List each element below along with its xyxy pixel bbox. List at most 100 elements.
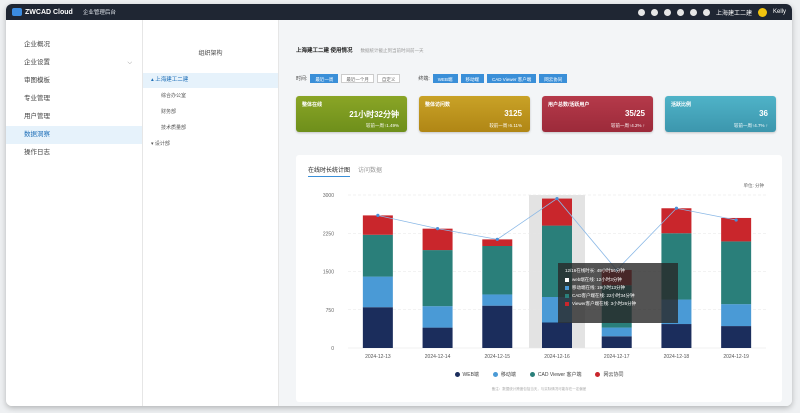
tooltip-row: 移动端在线: 19小时13分钟: [565, 284, 671, 292]
legend-label: 网云协同: [603, 371, 623, 378]
cloud-icon[interactable]: [677, 9, 684, 16]
terminal-filter-label: 终端:: [418, 75, 429, 82]
legend-dot: [493, 372, 498, 377]
logo-mark-icon: [12, 8, 22, 16]
sidebar-item-templates[interactable]: 审图模板: [6, 72, 142, 90]
help-icon[interactable]: [651, 9, 658, 16]
org-name[interactable]: 上海建工二建: [716, 8, 752, 17]
tooltip-row: web端在线: 12小时3分钟: [565, 276, 671, 284]
terminal-chip-cad-viewer[interactable]: CAD Viewer 客户端: [487, 74, 536, 83]
stat-card-value: 3125: [504, 109, 522, 118]
stat-card-sub: 较前一周↑6.11%: [489, 123, 522, 129]
org-tree-item[interactable]: 财务部: [143, 104, 278, 120]
sidebar-item-users[interactable]: 用户管理: [6, 108, 142, 126]
legend-item[interactable]: 移动端: [493, 371, 516, 378]
bar-segment: [363, 277, 393, 308]
org-tree-item-collapsed[interactable]: ▾ 设计部: [143, 136, 278, 152]
top-icons: 上海建工二建 Kelly: [638, 4, 786, 20]
bar-segment: [542, 199, 572, 226]
bar-segment: [661, 208, 691, 233]
bar-segment: [363, 215, 393, 234]
stat-card-sub: 较前一周↑4.2% ↑: [611, 123, 645, 129]
stat-card-value: 36: [759, 109, 768, 118]
stat-card-title: 整体访问数: [425, 101, 450, 108]
legend-dot: [455, 372, 460, 377]
legend-label: 移动端: [501, 371, 516, 378]
org-item-label: 设计部: [155, 141, 170, 147]
tooltip-title: 12/16在线时长: 49小时56分钟: [565, 268, 671, 274]
bar-segment: [363, 307, 393, 348]
legend-label: CAD Viewer 客户端: [538, 371, 582, 378]
tooltip-row-label: 移动端在线: 19小时13分钟: [572, 285, 625, 291]
org-tree-root[interactable]: ▴ 上海建工二建: [143, 73, 278, 88]
sidebar-item-majors[interactable]: 专业管理: [6, 90, 142, 108]
x-tick-label: 2024-12-13: [365, 354, 391, 360]
y-tick-label: 3000: [323, 193, 334, 199]
x-tick-label: 2024-12-15: [484, 354, 510, 360]
x-tick-label: 2024-12-19: [723, 354, 749, 360]
line-point: [675, 207, 678, 210]
legend-item[interactable]: 网云协同: [595, 371, 623, 378]
legend-item[interactable]: WEB端: [455, 371, 479, 378]
terminal-chip-collab[interactable]: 网云协同: [539, 74, 567, 83]
y-tick-label: 0: [331, 346, 334, 352]
legend-dot: [595, 372, 600, 377]
stat-card-sub: 较前一周↑1.49%: [366, 123, 399, 129]
y-tick-label: 2250: [323, 231, 334, 237]
x-tick-label: 2024-12-18: [664, 354, 690, 360]
chart-legend: WEB端 移动端 CAD Viewer 客户端 网云协同: [296, 371, 782, 378]
stat-cards: 整体在线 21小时32分钟 较前一周↑1.49% 整体访问数 3125 较前一周…: [296, 96, 776, 132]
sidebar-item-logs[interactable]: 操作日志: [6, 144, 142, 162]
stat-card-sub: 较前一周↑4.7% ↑: [734, 123, 768, 129]
sidebar-item-label: 审图模板: [24, 77, 50, 84]
sidebar-item-label: 专业管理: [24, 95, 50, 102]
time-chip-month[interactable]: 最近一个月: [341, 74, 374, 83]
legend-item[interactable]: CAD Viewer 客户端: [530, 371, 582, 378]
line-point: [555, 197, 558, 200]
stat-card-title: 用户总数/活跃用户: [548, 101, 589, 108]
stat-card-title: 整体在线: [302, 101, 322, 108]
settings-icon[interactable]: [638, 9, 645, 16]
time-chip-custom[interactable]: 自定义: [377, 74, 401, 83]
bar-segment: [602, 336, 632, 348]
sidebar-item-overview[interactable]: 企业概况: [6, 36, 142, 54]
logo-text: ZWCAD Cloud: [25, 9, 73, 16]
bar-segment: [542, 323, 572, 349]
sidebar-item-label: 企业设置: [24, 59, 50, 66]
bar-segment: [721, 326, 751, 348]
org-tree-item[interactable]: 综合办公室: [143, 88, 278, 104]
package-icon[interactable]: [690, 9, 697, 16]
x-tick-label: 2024-12-17: [604, 354, 630, 360]
sidebar-item-insights[interactable]: 数据洞察: [6, 126, 142, 144]
user-name[interactable]: Kelly: [773, 9, 786, 15]
sidebar-item-settings[interactable]: 企业设置 ⌵: [6, 54, 142, 72]
tooltip-row-label: Viewer客户端在线: 3小时26分钟: [572, 301, 636, 307]
filter-bar: 时间: 最近一周 最近一个月 自定义 终端: WEB端 移动端 CAD View…: [296, 74, 567, 83]
sidebar-item-label: 用户管理: [24, 113, 50, 120]
avatar[interactable]: [758, 8, 767, 17]
top-bar: ZWCAD Cloud 企业管理后台 上海建工二建 Kelly: [6, 4, 792, 20]
legend-label: WEB端: [463, 371, 479, 378]
line-point: [496, 238, 499, 241]
app-logo[interactable]: ZWCAD Cloud: [12, 8, 73, 16]
tooltip-dot: [565, 294, 569, 298]
bar-segment: [482, 294, 512, 305]
stat-card-visits: 整体访问数 3125 较前一周↑6.11%: [419, 96, 530, 132]
terminal-chip-mobile[interactable]: 移动端: [461, 74, 485, 83]
bar-segment: [363, 235, 393, 277]
stat-card-title: 活跃比例: [671, 101, 691, 108]
org-tree-item[interactable]: 技术质量部: [143, 120, 278, 136]
bar-segment: [423, 229, 453, 250]
line-point: [735, 218, 738, 221]
tooltip-row-label: CAD客户端在线: 22小时34分钟: [572, 293, 635, 299]
line-point: [376, 214, 379, 217]
bar-segment: [423, 250, 453, 306]
terminal-chip-web[interactable]: WEB端: [433, 74, 458, 83]
app-title: 企业管理后台: [83, 8, 116, 16]
time-filter-label: 时间:: [296, 75, 307, 82]
y-tick-label: 750: [326, 308, 335, 314]
chart-tooltip: 12/16在线时长: 49小时56分钟 web端在线: 12小时3分钟 移动端在…: [558, 263, 678, 323]
bar-segment: [482, 306, 512, 348]
time-chip-week[interactable]: 最近一周: [310, 74, 338, 83]
notification-icon[interactable]: [664, 9, 671, 16]
